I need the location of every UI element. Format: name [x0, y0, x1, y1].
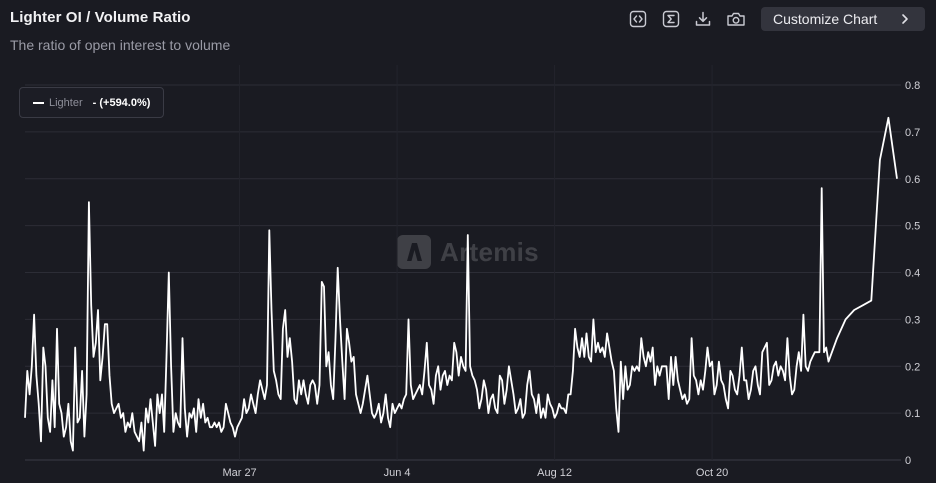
y-tick-label: 0.1	[905, 408, 920, 420]
x-tick-label: Aug 12	[537, 467, 572, 479]
chevron-right-icon	[899, 12, 911, 31]
y-tick-label: 0.4	[905, 268, 920, 280]
download-icon[interactable]	[692, 9, 714, 29]
legend-swatch	[33, 101, 44, 104]
y-tick-label: 0.3	[905, 314, 920, 326]
y-axis: 0 0.1 0.2 0.3 0.4 0.5 0.6 0.7 0.8	[905, 80, 920, 467]
legend-change-value: - (+594.0%)	[92, 96, 151, 109]
series-line-lighter	[24, 116, 898, 452]
chart-subtitle: The ratio of open interest to volume	[10, 37, 231, 53]
y-tick-label: 0	[905, 455, 911, 467]
x-tick-label: Mar 27	[222, 467, 256, 479]
code-brackets-icon[interactable]	[627, 9, 649, 29]
x-tick-label: Oct 20	[696, 467, 728, 479]
chart-title: Lighter OI / Volume Ratio	[10, 9, 191, 26]
customize-chart-button[interactable]: Customize Chart	[761, 7, 925, 31]
watermark-text: Artemis	[440, 236, 539, 267]
y-tick-label: 0.8	[905, 80, 920, 92]
y-tick-label: 0.2	[905, 361, 920, 373]
artemis-logo-icon	[397, 235, 431, 269]
camera-icon[interactable]	[725, 9, 747, 29]
chart-legend[interactable]: Lighter - (+594.0%)	[19, 87, 164, 118]
x-axis: Mar 27 Jun 4 Aug 12 Oct 20	[222, 467, 728, 479]
y-tick-label: 0.5	[905, 221, 920, 233]
y-tick-label: 0.6	[905, 174, 920, 186]
legend-series-name: Lighter	[49, 96, 83, 109]
customize-chart-label: Customize Chart	[773, 11, 878, 27]
x-tick-label: Jun 4	[384, 467, 411, 479]
sigma-icon[interactable]	[660, 9, 682, 29]
series-lighter	[24, 116, 898, 452]
artemis-watermark: Artemis	[397, 235, 539, 269]
y-tick-label: 0.7	[905, 127, 920, 139]
